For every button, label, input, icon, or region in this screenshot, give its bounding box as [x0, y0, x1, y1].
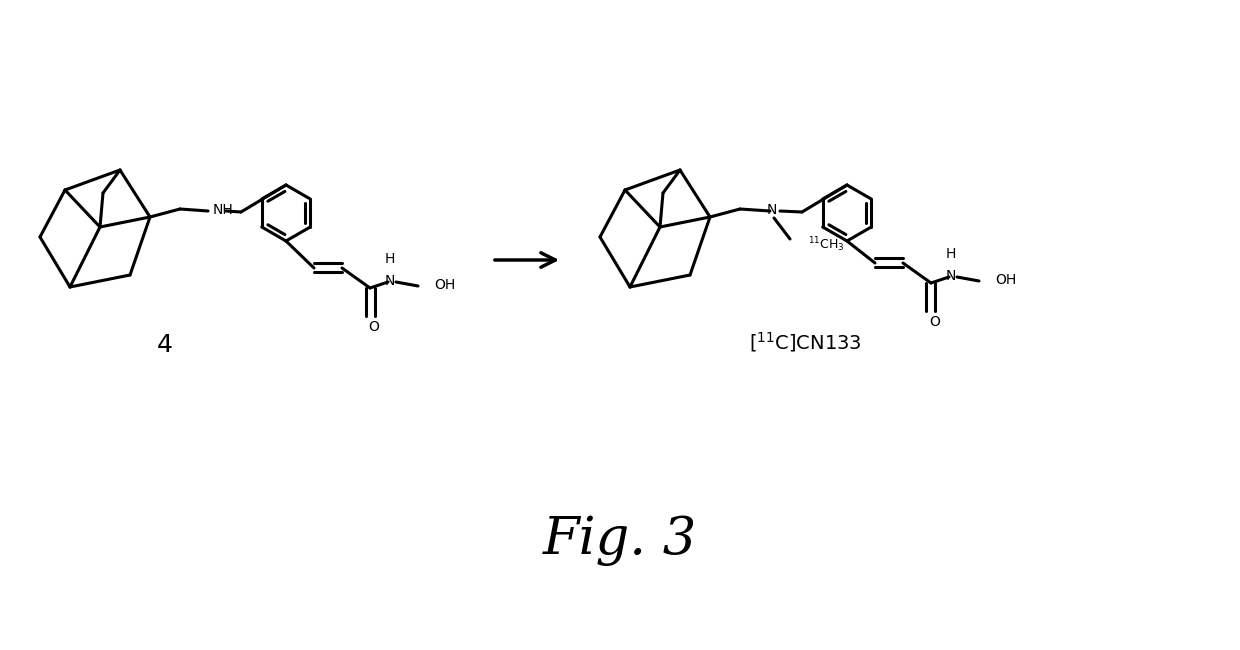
- Text: [$^{11}$C]CN133: [$^{11}$C]CN133: [749, 330, 862, 354]
- Text: OH: OH: [434, 278, 455, 292]
- Text: NH: NH: [213, 203, 234, 217]
- Text: 4: 4: [157, 333, 174, 357]
- Text: N: N: [384, 274, 396, 288]
- Text: H: H: [946, 247, 956, 261]
- Text: OH: OH: [994, 273, 1017, 287]
- Text: O: O: [368, 320, 379, 334]
- Text: N: N: [766, 203, 777, 217]
- Text: N: N: [946, 269, 956, 283]
- Text: O: O: [930, 315, 940, 329]
- Text: $^{11}$CH$_3$: $^{11}$CH$_3$: [808, 236, 844, 254]
- Text: H: H: [384, 252, 396, 266]
- FancyArrowPatch shape: [495, 253, 556, 267]
- Text: Fig. 3: Fig. 3: [543, 515, 697, 566]
